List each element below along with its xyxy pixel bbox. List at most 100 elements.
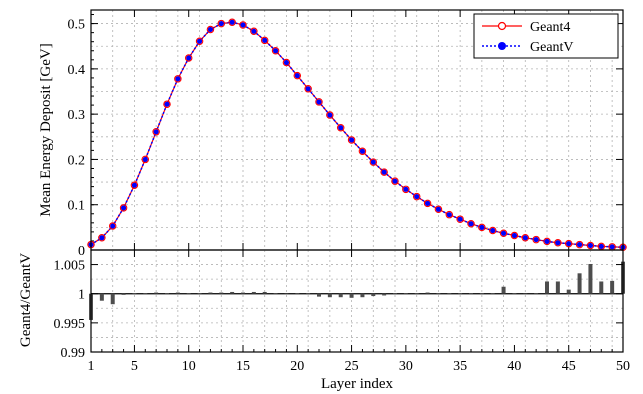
ratio-bar (545, 281, 549, 294)
x-tick-label: 45 (562, 359, 576, 374)
legend-box (473, 13, 619, 59)
ratio-bar (99, 293, 104, 301)
y-tick-label-top: 0.3 (68, 108, 86, 123)
x-tick-label: 25 (345, 359, 359, 374)
ratio-bar (414, 293, 419, 294)
ratio-bar (186, 293, 191, 294)
data-point-geant4 (315, 98, 323, 106)
data-point-geant4 (532, 235, 540, 244)
data-point-geantv (587, 242, 594, 249)
data-point-geant4 (336, 123, 345, 132)
series-line-geantv (90, 21, 624, 249)
data-point-geantv (424, 200, 431, 206)
ratio-bar (469, 293, 473, 294)
data-point-geantv (196, 38, 203, 44)
ratio-bar (165, 293, 169, 294)
ratio-bar (230, 291, 235, 294)
data-point-geant4 (152, 128, 160, 136)
ratio-bar (360, 293, 365, 298)
data-point-geantv (370, 159, 376, 165)
ratio-bar (208, 292, 213, 294)
plot-frame-bottom (90, 249, 624, 353)
data-point-geantv (457, 216, 463, 222)
ratio-bar (458, 293, 463, 294)
ratio-bar (143, 293, 148, 294)
data-point-geantv (120, 205, 127, 211)
ratio-bar (273, 293, 278, 294)
data-point-geant4 (174, 75, 182, 83)
ratio-bar (382, 293, 387, 296)
x-tick-label: 10 (182, 359, 196, 374)
data-point-geantv (99, 235, 105, 241)
data-point-geantv (555, 240, 561, 246)
y-axis-title-bottom: Geant4/GeantV (18, 253, 34, 347)
ratio-bar (110, 293, 115, 305)
x-tick-label: 15 (236, 359, 250, 374)
data-point-geantv (110, 223, 116, 229)
y-tick-label-top: 0.5 (68, 18, 86, 33)
data-point-geant4 (554, 239, 562, 247)
ratio-bar (219, 292, 224, 294)
data-point-geantv (533, 236, 539, 243)
data-point-geantv (446, 212, 452, 218)
ratio-bar (175, 292, 180, 294)
data-point-geantv (153, 129, 159, 135)
data-point-geantv (131, 182, 138, 188)
ratio-bar (251, 291, 256, 294)
data-point-geantv (598, 243, 604, 249)
data-point-geant4 (282, 58, 291, 67)
data-point-geant4 (586, 241, 595, 250)
data-point-geantv (511, 232, 518, 239)
data-point-geantv (490, 227, 496, 234)
ratio-bar (132, 293, 137, 294)
data-point-geantv (566, 241, 572, 247)
ratio-bar (371, 293, 376, 297)
data-point-geant4 (564, 239, 573, 248)
data-point-geantv (186, 55, 192, 61)
ratio-bar (327, 293, 332, 298)
data-point-geant4 (434, 205, 443, 213)
y-tick-label-bottom: 1 (78, 288, 85, 303)
data-point-geant4 (239, 21, 247, 29)
data-point-geantv (218, 20, 224, 27)
ratio-bar (262, 291, 267, 294)
data-point-geantv (338, 125, 344, 131)
data-point-geantv (240, 22, 246, 28)
data-point-geant4 (521, 234, 530, 242)
data-point-geantv (207, 26, 214, 33)
data-point-geantv (609, 244, 615, 250)
data-point-geant4 (260, 36, 269, 45)
data-point-geant4 (195, 37, 204, 45)
data-point-geantv (576, 241, 583, 248)
ratio-bar (610, 280, 615, 294)
data-point-geantv (414, 193, 420, 200)
x-tick-label: 20 (290, 359, 304, 374)
ratio-bar (121, 293, 126, 295)
y-tick-label-top: 0.2 (68, 153, 86, 168)
data-point-geant4 (347, 136, 356, 144)
ratio-bar (577, 273, 582, 294)
data-point-geantv (327, 112, 333, 118)
legend-marker-geantv (498, 42, 506, 50)
data-point-geant4 (130, 181, 139, 189)
data-point-geantv (348, 137, 355, 143)
data-point-geant4 (184, 54, 193, 62)
ratio-bar (197, 293, 202, 294)
data-point-geant4 (380, 168, 388, 176)
y-axis-title-top: Mean Energy Deposit [GeV] (38, 43, 54, 216)
data-point-geant4 (163, 100, 171, 108)
data-point-geantv (468, 221, 474, 227)
data-point-geantv (359, 148, 366, 154)
legend-label-geantv: GeantV (530, 40, 574, 55)
ratio-bar (534, 293, 539, 294)
data-point-geantv (251, 28, 257, 34)
data-point-geantv (283, 59, 290, 66)
ratio-bar (349, 293, 354, 298)
ratio-bar (306, 293, 311, 294)
ratio-bar (393, 293, 397, 294)
x-tick-label: 35 (453, 359, 467, 374)
data-point-geantv (142, 156, 148, 163)
ratio-bar (555, 281, 560, 294)
